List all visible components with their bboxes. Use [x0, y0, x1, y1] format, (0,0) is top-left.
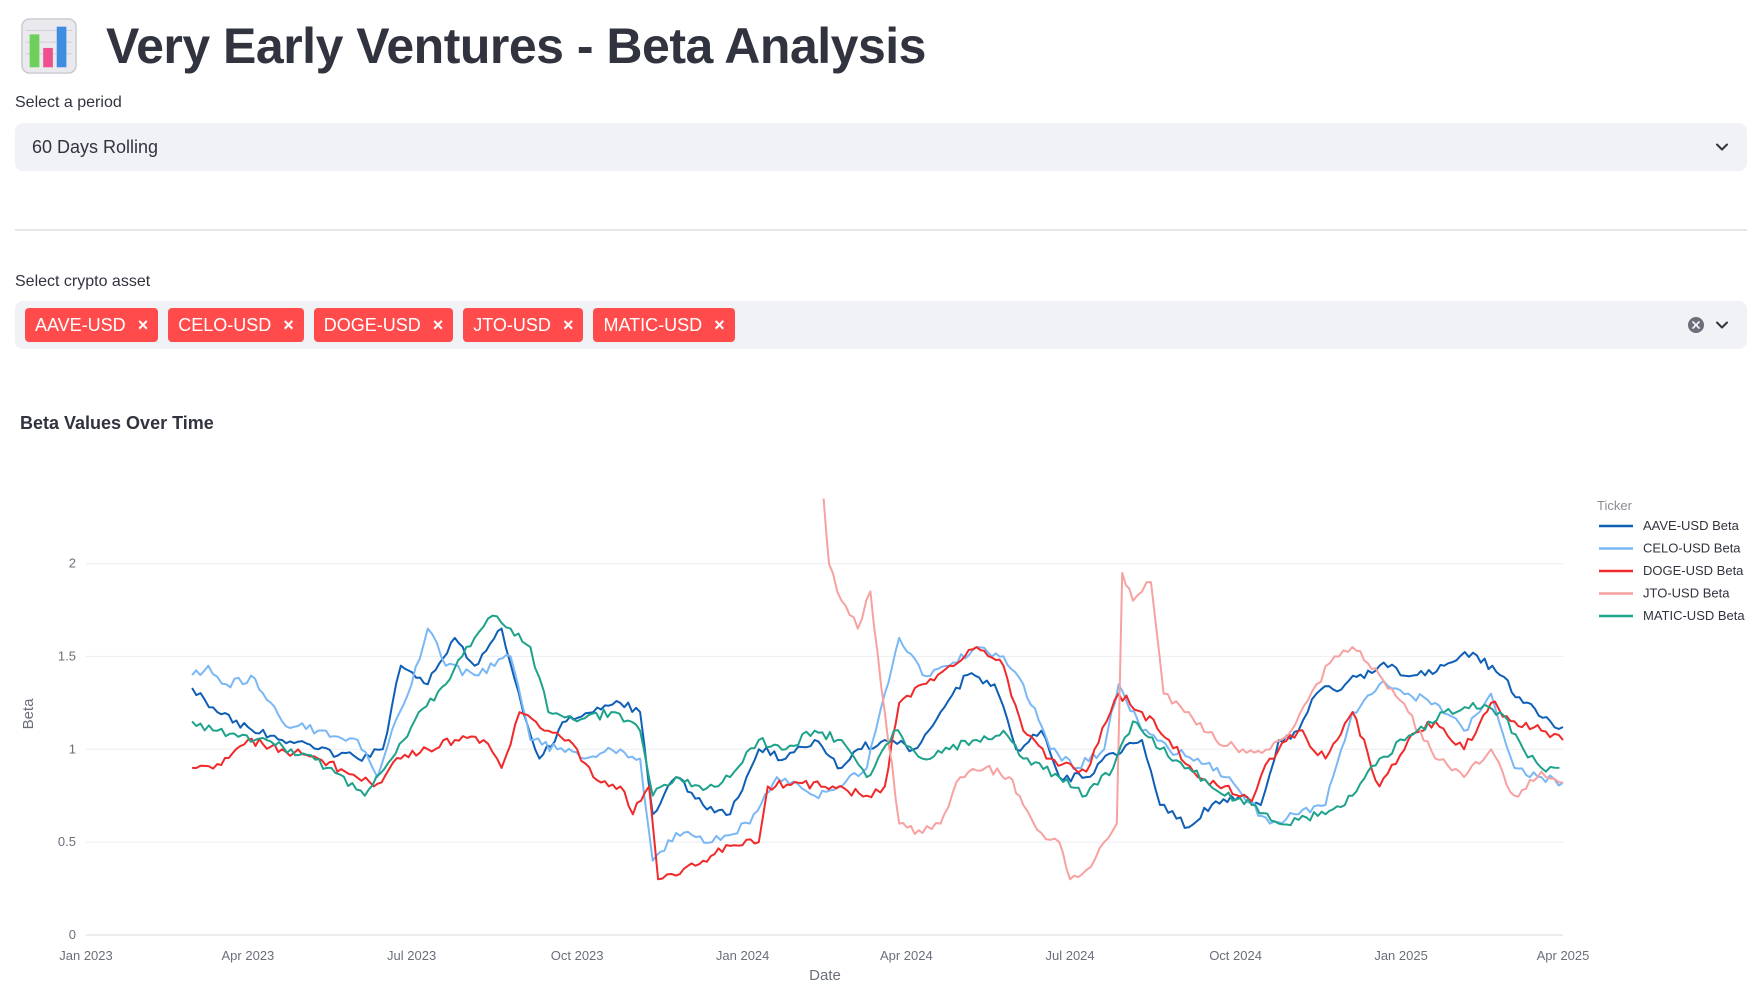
series-lines	[191, 498, 1564, 881]
x-axis-title: Date	[809, 967, 841, 984]
tag-label: AAVE-USD	[35, 314, 126, 335]
remove-tag-icon[interactable]: ×	[562, 314, 574, 335]
x-tick-label: Jul 2023	[387, 948, 436, 963]
asset-multiselect[interactable]: AAVE-USD × CELO-USD × DOGE-USD × JTO-USD…	[15, 301, 1747, 349]
tag-matic-usd: MATIC-USD ×	[593, 308, 735, 342]
tag-jto-usd: JTO-USD ×	[463, 308, 584, 342]
legend-item-label[interactable]: MATIC-USD Beta	[1643, 608, 1745, 623]
period-select[interactable]: 60 Days Rolling	[15, 123, 1747, 171]
x-tick-label: Apr 2023	[222, 948, 275, 963]
x-tick-label: Jan 2024	[716, 948, 770, 963]
divider	[15, 229, 1747, 231]
legend-item-label[interactable]: AAVE-USD Beta	[1643, 518, 1740, 533]
y-tick-label: 2	[69, 556, 76, 571]
legend[interactable]: Ticker AAVE-USD Beta CELO-USD Beta DOGE-US…	[1597, 498, 1745, 623]
period-label: Select a period	[15, 94, 122, 111]
series-line-matic-usd-beta[interactable]	[191, 614, 1560, 827]
asset-label: Select crypto asset	[15, 273, 151, 290]
x-tick-label: Jul 2024	[1045, 948, 1094, 963]
legend-item-label[interactable]: DOGE-USD Beta	[1643, 563, 1744, 578]
header: Very Early Ventures - Beta Analysis	[20, 8, 926, 84]
y-tick-label: 1.5	[58, 648, 76, 663]
x-tick-label: Apr 2024	[880, 948, 933, 963]
series-line-celo-usd-beta[interactable]	[191, 627, 1564, 862]
tag-label: MATIC-USD	[603, 314, 703, 335]
x-tick-label: Apr 2025	[1537, 948, 1590, 963]
series-line-doge-usd-beta[interactable]	[192, 646, 1564, 881]
series-line-jto-usd-beta[interactable]	[822, 498, 1564, 881]
y-tick-label: 0.5	[58, 834, 76, 849]
chevron-down-icon[interactable]	[1713, 316, 1731, 334]
bar-chart-icon	[21, 18, 77, 74]
beta-line-chart: 0 0.5 1 1.5 2 Jan 2023 Apr 2023 Jul 2023 Oct 202…	[20, 498, 1745, 984]
clear-all-icon[interactable]	[1687, 316, 1705, 334]
y-tick-label: 1	[69, 741, 76, 756]
remove-tag-icon[interactable]: ×	[432, 314, 444, 335]
tick-labels: 0 0.5 1 1.5 2 Jan 2023 Apr 2023 Jul 2023 Oct 202…	[58, 556, 1589, 963]
legend-item-label[interactable]: CELO-USD Beta	[1643, 541, 1741, 556]
tag-label: JTO-USD	[473, 314, 551, 335]
tag-label: DOGE-USD	[323, 314, 421, 335]
tag-list: AAVE-USD × CELO-USD × DOGE-USD × JTO-USD…	[25, 308, 745, 342]
page-title: Very Early Ventures - Beta Analysis	[106, 18, 926, 74]
legend-title: Ticker	[1597, 498, 1633, 513]
x-tick-label: Oct 2024	[1209, 948, 1262, 963]
remove-tag-icon[interactable]: ×	[714, 314, 725, 335]
remove-tag-icon[interactable]: ×	[283, 314, 294, 335]
tag-aave-usd: AAVE-USD ×	[25, 308, 159, 342]
tag-doge-usd: DOGE-USD ×	[313, 308, 454, 342]
tag-label: CELO-USD	[178, 314, 272, 335]
tag-celo-usd: CELO-USD ×	[168, 308, 304, 342]
x-tick-label: Oct 2023	[551, 948, 604, 963]
y-axis-title: Beta	[20, 698, 37, 730]
y-tick-label: 0	[69, 927, 76, 942]
x-tick-label: Jan 2023	[59, 948, 113, 963]
x-tick-label: Jan 2025	[1374, 948, 1428, 963]
remove-tag-icon[interactable]: ×	[137, 314, 149, 335]
chevron-down-icon[interactable]	[1713, 138, 1731, 156]
gridlines	[86, 563, 1563, 936]
chart-title: Beta Values Over Time	[20, 413, 214, 433]
legend-item-label[interactable]: JTO-USD Beta	[1643, 586, 1730, 601]
period-select-value: 60 Days Rolling	[32, 136, 159, 157]
